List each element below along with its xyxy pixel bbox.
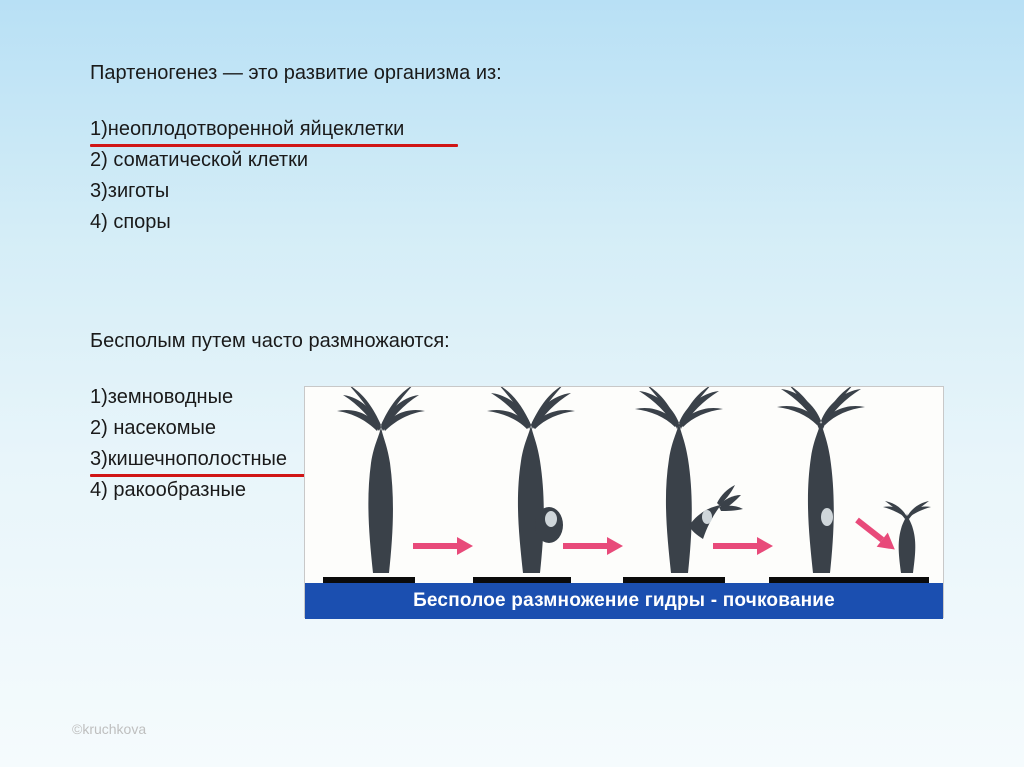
- baseplate-4: [769, 577, 929, 583]
- arrow-3: [713, 539, 771, 553]
- figure-caption: Бесполое размножение гидры - почкование: [305, 583, 943, 619]
- baseplate-2: [473, 577, 571, 583]
- hydra-4: [759, 387, 879, 575]
- q2-option-3: 3)кишечнополостные: [90, 444, 287, 475]
- q2-title: Бесполым путем часто размножаются:: [90, 328, 934, 354]
- q2-option-1: 1)земноводные: [90, 382, 233, 413]
- q1-option-4: 4) споры: [90, 207, 171, 238]
- question-2: Бесполым путем часто размножаются: 1)зем…: [90, 328, 934, 506]
- hydra-stage: [305, 387, 943, 583]
- question-1: Партеногенез — это развитие организма из…: [90, 60, 934, 238]
- q2-option-2: 2) насекомые: [90, 413, 216, 444]
- q1-options: 1)неоплодотворенной яйцеклетки 2) сомати…: [90, 114, 934, 238]
- arrow-1: [413, 539, 471, 553]
- hydra-figure: Бесполое размножение гидры - почкование: [304, 386, 944, 618]
- q1-option-3: 3)зиготы: [90, 176, 169, 207]
- baseplate-3: [623, 577, 725, 583]
- baseplate-1: [323, 577, 415, 583]
- arrow-2: [563, 539, 621, 553]
- credit-text: ©kruchkova: [72, 721, 146, 737]
- q2-option-4: 4) ракообразные: [90, 475, 246, 506]
- q1-option-1: 1)неоплодотворенной яйцеклетки: [90, 114, 404, 145]
- q1-option-2: 2) соматической клетки: [90, 145, 308, 176]
- q1-title: Партеногенез — это развитие организма из…: [90, 60, 934, 86]
